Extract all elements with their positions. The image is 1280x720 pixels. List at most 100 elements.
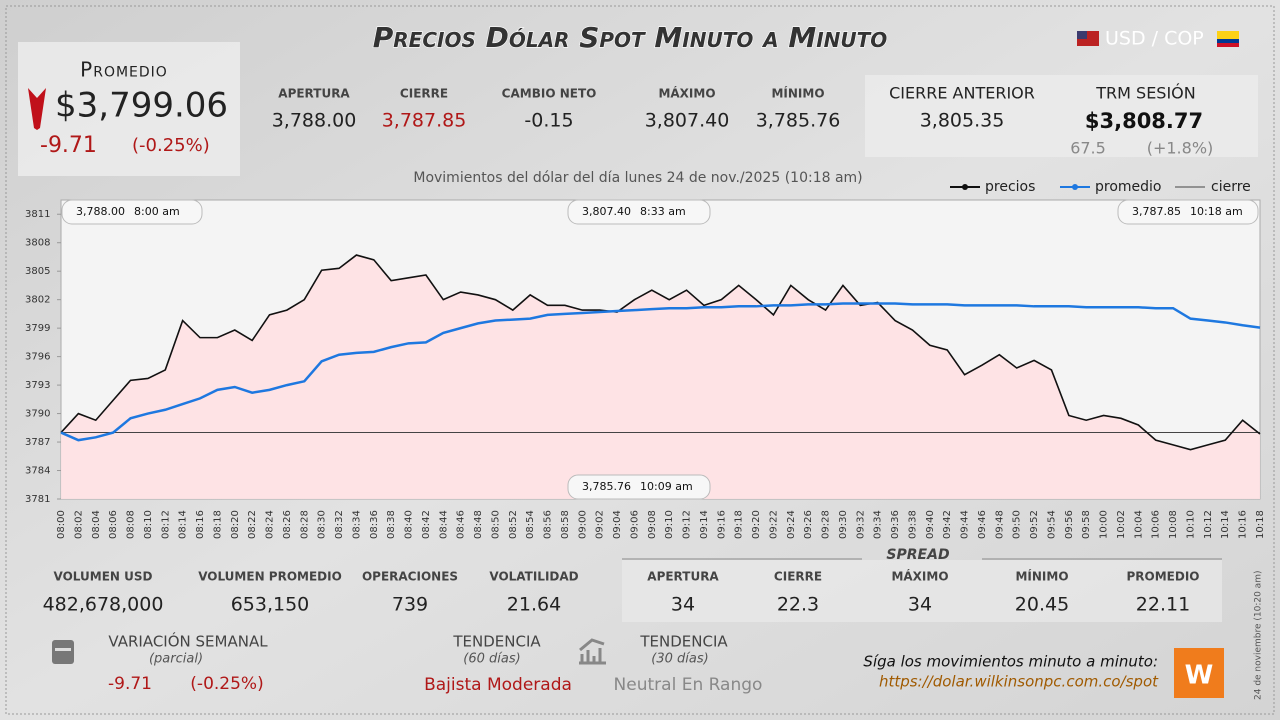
annotation-box (61, 199, 203, 225)
y-tick-label: 3802 (25, 295, 50, 306)
legend-dot (962, 184, 968, 190)
x-tick-label: 10:00 (1099, 510, 1110, 539)
stat-label: CIERRE (400, 87, 448, 101)
trend30-note: (30 días) (651, 652, 708, 667)
prev-label: CIERRE ANTERIOR (889, 84, 1035, 103)
annotation-time: 10:18 am (1190, 205, 1243, 218)
promedio-box (18, 42, 240, 176)
x-tick-label: 09:36 (890, 510, 901, 539)
x-tick-label: 08:10 (143, 510, 154, 539)
x-tick-label: 09:50 (1012, 510, 1023, 539)
price-area (61, 255, 1260, 499)
spread-value: 22.3 (777, 594, 819, 616)
stat-label: APERTURA (278, 87, 350, 101)
annotation-value: 3,807.40 (582, 205, 631, 218)
trend30-label: TENDENCIA (639, 633, 728, 651)
annotation-value: 3,788.00 (76, 205, 125, 218)
x-tick-label: 10:06 (1151, 510, 1162, 539)
x-tick-label: 09:24 (786, 510, 797, 539)
footer-url[interactable]: https://dolar.wilkinsonpc.com.co/spot (879, 673, 1159, 691)
x-tick-label: 09:30 (838, 510, 849, 539)
y-tick-label: 3784 (25, 466, 50, 477)
volume-label: OPERACIONES (362, 570, 458, 584)
x-tick-label: 08:06 (108, 510, 119, 539)
spread-box (622, 560, 1222, 622)
x-tick-label: 08:22 (247, 510, 258, 539)
x-tick-label: 08:14 (178, 510, 189, 539)
x-tick-label: 10:18 (1255, 510, 1266, 539)
weekly-label: VARIACIÓN SEMANAL (108, 632, 268, 651)
weekly-note: (parcial) (149, 652, 203, 667)
x-tick-label: 08:44 (438, 510, 449, 539)
trend30-value: Neutral En Rango (614, 675, 763, 695)
y-tick-label: 3805 (25, 266, 50, 277)
x-tick-label: 08:48 (473, 510, 484, 539)
y-tick-label: 3808 (25, 238, 50, 249)
trend60-note: (60 días) (463, 652, 520, 667)
x-tick-label: 08:42 (421, 510, 432, 539)
annotation-value: 3,787.85 (1132, 205, 1181, 218)
x-tick-label: 08:00 (56, 510, 67, 539)
series-line (60, 254, 1261, 451)
x-tick-label: 09:56 (1064, 510, 1075, 539)
x-tick-label: 09:08 (647, 510, 658, 539)
annotation-box (1117, 199, 1259, 225)
frame (5, 5, 1275, 715)
x-tick-label: 08:38 (386, 510, 397, 539)
stat-value: 3,788.00 (272, 110, 357, 132)
annotation-time: 8:33 am (640, 205, 686, 218)
x-tick-label: 08:30 (317, 510, 328, 539)
x-tick-label: 09:10 (664, 510, 675, 539)
logo[interactable] (1174, 648, 1224, 698)
x-tick-label: 08:16 (195, 510, 206, 539)
spread-value: 22.11 (1136, 594, 1190, 616)
volume-label: VOLUMEN PROMEDIO (198, 570, 342, 584)
legend-dot (1072, 184, 1078, 190)
x-tick-label: 09:22 (768, 510, 779, 539)
x-tick-label: 09:38 (907, 510, 918, 539)
x-tick-label: 09:06 (629, 510, 640, 539)
flag-co-red (1217, 43, 1239, 47)
calendar-icon-line (55, 648, 71, 651)
volume-value: 739 (392, 594, 428, 616)
x-tick-label: 08:08 (126, 510, 137, 539)
y-tick-label: 3781 (25, 494, 50, 505)
flag-co-blue (1217, 39, 1239, 43)
x-tick-label: 09:42 (942, 510, 953, 539)
spread-label: MÁXIMO (891, 569, 948, 584)
x-tick-label: 08:18 (212, 510, 223, 539)
promedio-label: Promedio (80, 58, 168, 82)
trm-label: TRM SESIÓN (1095, 84, 1195, 103)
x-tick-label: 08:56 (543, 510, 554, 539)
x-tick-label: 09:48 (994, 510, 1005, 539)
x-tick-label: 09:02 (595, 510, 606, 539)
logo-mark: W (1185, 661, 1214, 691)
down-arrow (28, 88, 46, 130)
trm-diff-pct: (+1.8%) (1147, 139, 1214, 158)
x-tick-label: 09:00 (577, 510, 588, 539)
x-tick-label: 08:50 (490, 510, 501, 539)
annotation-value: 3,785.76 (582, 480, 631, 493)
x-tick-label: 08:58 (560, 510, 571, 539)
stat-value: 3,787.85 (382, 110, 467, 132)
x-tick-label: 08:20 (230, 510, 241, 539)
x-tick-label: 08:24 (265, 510, 276, 539)
stat-value: 3,807.40 (645, 110, 730, 132)
spread-value: 34 (908, 594, 932, 616)
trend60-label: TENDENCIA (452, 633, 541, 651)
trm-diff: 67.5 (1070, 139, 1106, 158)
x-tick-label: 08:02 (73, 510, 84, 539)
x-tick-label: 10:10 (1185, 510, 1196, 539)
x-tick-label: 09:44 (960, 510, 971, 539)
stat-label: CAMBIO NETO (502, 87, 597, 101)
annotation-box (567, 199, 711, 225)
x-tick-label: 10:08 (1168, 510, 1179, 539)
x-tick-label: 09:32 (855, 510, 866, 539)
x-tick-label: 09:16 (716, 510, 727, 539)
volume-value: 21.64 (507, 594, 561, 616)
spread-label: PROMEDIO (1126, 570, 1199, 584)
volume-label: VOLUMEN USD (54, 570, 153, 584)
x-tick-label: 09:40 (925, 510, 936, 539)
spread-value: 20.45 (1015, 594, 1069, 616)
